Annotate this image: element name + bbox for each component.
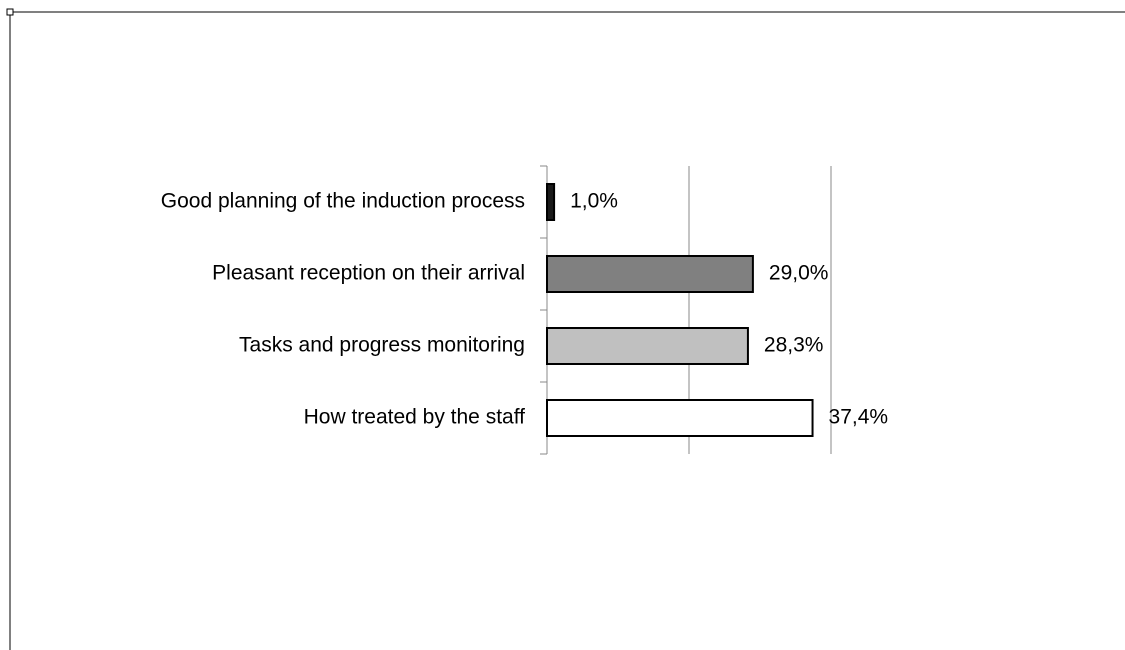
frame-handle	[6, 8, 14, 16]
y-tick-label: Pleasant reception on their arrival	[212, 262, 525, 285]
data-label: 29,0%	[769, 262, 829, 285]
y-tick-label: How treated by the staff	[304, 406, 526, 429]
bar	[546, 327, 749, 365]
bar	[546, 255, 754, 293]
bar	[546, 399, 814, 437]
data-label: 28,3%	[764, 334, 824, 357]
data-label: 1,0%	[570, 190, 618, 213]
y-tick-label: Good planning of the induction process	[161, 190, 525, 213]
bar	[546, 183, 556, 221]
data-label: 37,4%	[829, 406, 889, 429]
y-tick-label: Tasks and progress monitoring	[239, 334, 525, 357]
